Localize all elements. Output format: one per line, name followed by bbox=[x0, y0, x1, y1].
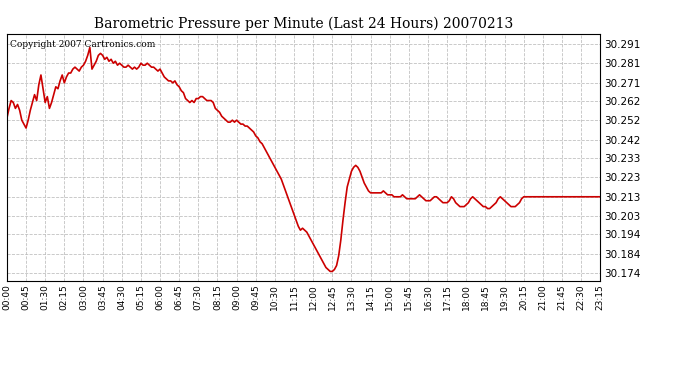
Text: Copyright 2007 Cartronics.com: Copyright 2007 Cartronics.com bbox=[10, 40, 155, 49]
Title: Barometric Pressure per Minute (Last 24 Hours) 20070213: Barometric Pressure per Minute (Last 24 … bbox=[94, 17, 513, 31]
